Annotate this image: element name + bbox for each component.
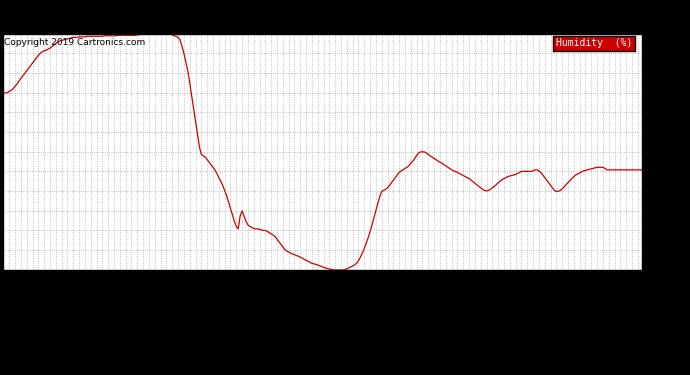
Text: Humidity  (%): Humidity (%) bbox=[555, 39, 632, 48]
Text: Copyright 2019 Cartronics.com: Copyright 2019 Cartronics.com bbox=[4, 39, 146, 48]
Text: Outdoor Humidity Every 5 Minutes (24 Hours) 20191105: Outdoor Humidity Every 5 Minutes (24 Hou… bbox=[108, 17, 540, 32]
